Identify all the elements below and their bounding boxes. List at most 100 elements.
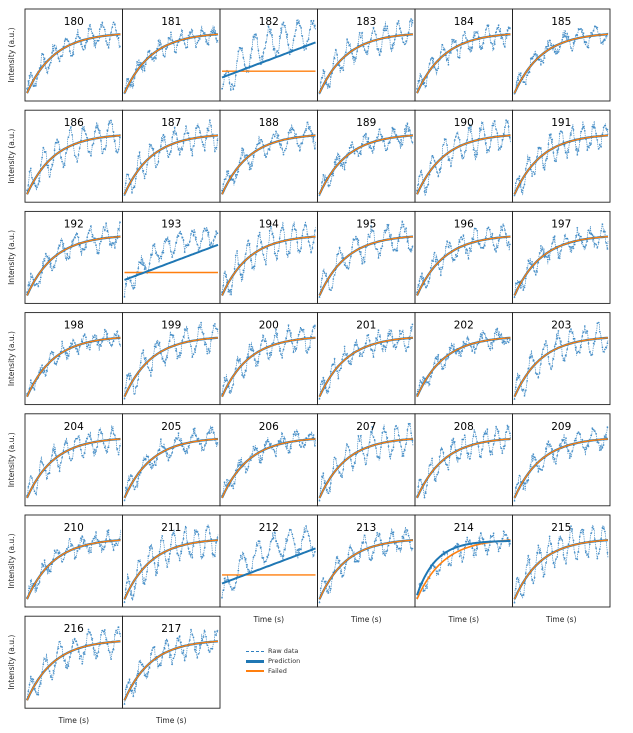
raw-data-point bbox=[265, 441, 267, 443]
raw-data-point bbox=[398, 441, 401, 443]
raw-data-point bbox=[593, 538, 596, 541]
raw-data-point bbox=[441, 448, 443, 451]
raw-data-point bbox=[124, 282, 127, 285]
raw-data-point bbox=[514, 182, 517, 185]
raw-data-point bbox=[605, 436, 607, 439]
panel-id-label: 203 bbox=[551, 320, 571, 332]
raw-data-point bbox=[377, 455, 380, 458]
raw-data-point bbox=[214, 150, 216, 153]
raw-data-point bbox=[321, 380, 323, 382]
raw-data-point bbox=[568, 536, 571, 539]
raw-data-point bbox=[392, 446, 395, 449]
raw-data-point bbox=[29, 579, 32, 582]
raw-data-point bbox=[311, 546, 314, 548]
raw-data-point bbox=[81, 127, 84, 130]
panel-id-label: 206 bbox=[259, 421, 279, 433]
raw-data-point bbox=[203, 630, 206, 633]
raw-data-point bbox=[331, 286, 333, 289]
raw-data-point bbox=[322, 376, 325, 379]
raw-data-point bbox=[553, 51, 556, 54]
raw-data-point bbox=[436, 258, 438, 261]
raw-data-point bbox=[231, 484, 233, 487]
raw-data-point bbox=[106, 332, 109, 335]
raw-data-point bbox=[77, 154, 80, 156]
raw-data-point bbox=[27, 486, 30, 488]
raw-data-point bbox=[332, 363, 335, 366]
raw-data-point bbox=[57, 140, 60, 143]
raw-data-point bbox=[492, 532, 495, 535]
fit-line bbox=[513, 33, 609, 94]
raw-data-point bbox=[526, 162, 528, 165]
raw-data-point bbox=[541, 248, 543, 251]
raw-data-point bbox=[55, 47, 57, 50]
panel-204: 204 bbox=[24, 413, 123, 507]
raw-data-point bbox=[260, 139, 262, 141]
raw-data-point bbox=[102, 226, 105, 228]
raw-data-point bbox=[517, 482, 520, 485]
raw-data-point bbox=[540, 147, 542, 149]
raw-data-point bbox=[360, 153, 362, 156]
raw-data-point bbox=[216, 39, 219, 42]
raw-data-point bbox=[350, 363, 352, 366]
raw-data-point bbox=[319, 81, 322, 84]
raw-data-point bbox=[114, 633, 116, 636]
raw-data-point bbox=[382, 427, 385, 430]
raw-data-point bbox=[562, 554, 565, 556]
raw-data-point bbox=[552, 453, 555, 455]
raw-data-point bbox=[429, 162, 432, 165]
raw-data-point bbox=[572, 129, 575, 131]
raw-data-point bbox=[244, 557, 247, 560]
raw-data-point bbox=[343, 345, 346, 348]
raw-data-point bbox=[363, 134, 366, 137]
raw-data-point bbox=[233, 267, 236, 270]
raw-data-point bbox=[345, 563, 347, 566]
raw-data-point bbox=[561, 131, 564, 134]
raw-data-point bbox=[138, 151, 141, 154]
raw-data-point bbox=[231, 83, 233, 86]
panel-id-label: 190 bbox=[454, 117, 474, 129]
raw-data-point bbox=[51, 269, 53, 272]
raw-data-point bbox=[52, 351, 55, 354]
raw-data-point bbox=[483, 544, 486, 546]
raw-data-point bbox=[148, 262, 151, 265]
raw-data-point bbox=[597, 321, 600, 324]
raw-data-point bbox=[143, 268, 146, 271]
raw-data-point bbox=[538, 372, 541, 374]
raw-data-point bbox=[372, 145, 375, 148]
raw-data-point bbox=[312, 325, 315, 328]
raw-data-point bbox=[292, 433, 295, 436]
raw-data-point bbox=[111, 344, 114, 346]
raw-data-point bbox=[273, 531, 276, 534]
raw-data-point bbox=[82, 335, 85, 337]
raw-data-point bbox=[131, 192, 133, 194]
raw-data-point bbox=[423, 496, 426, 499]
raw-data-point bbox=[481, 448, 484, 451]
raw-data-point bbox=[77, 236, 80, 239]
raw-data-point bbox=[443, 48, 446, 51]
raw-data-point bbox=[376, 48, 379, 50]
raw-data-point bbox=[424, 492, 427, 495]
raw-data-point bbox=[173, 653, 176, 656]
raw-data-point bbox=[73, 154, 76, 157]
raw-data-point bbox=[485, 142, 487, 144]
raw-data-point bbox=[293, 543, 296, 545]
raw-data-point bbox=[300, 327, 302, 330]
raw-data-point bbox=[301, 142, 304, 145]
raw-data-point bbox=[100, 23, 102, 26]
fit-line bbox=[318, 337, 414, 397]
raw-data-point bbox=[356, 150, 359, 153]
raw-data-point bbox=[438, 569, 441, 572]
raw-data-point bbox=[297, 249, 300, 252]
raw-data-point bbox=[292, 39, 295, 42]
panel-194: 194 bbox=[219, 210, 318, 304]
raw-data-point bbox=[129, 84, 132, 86]
panel-207: 207 bbox=[317, 413, 416, 507]
raw-data-point bbox=[332, 174, 335, 177]
raw-data-point bbox=[492, 47, 495, 50]
raw-data-point bbox=[461, 561, 464, 563]
raw-data-point bbox=[367, 45, 370, 48]
raw-data-point bbox=[76, 33, 79, 36]
raw-data-point bbox=[346, 38, 348, 41]
panel-id-label: 194 bbox=[259, 218, 279, 230]
raw-data-point bbox=[402, 455, 405, 457]
